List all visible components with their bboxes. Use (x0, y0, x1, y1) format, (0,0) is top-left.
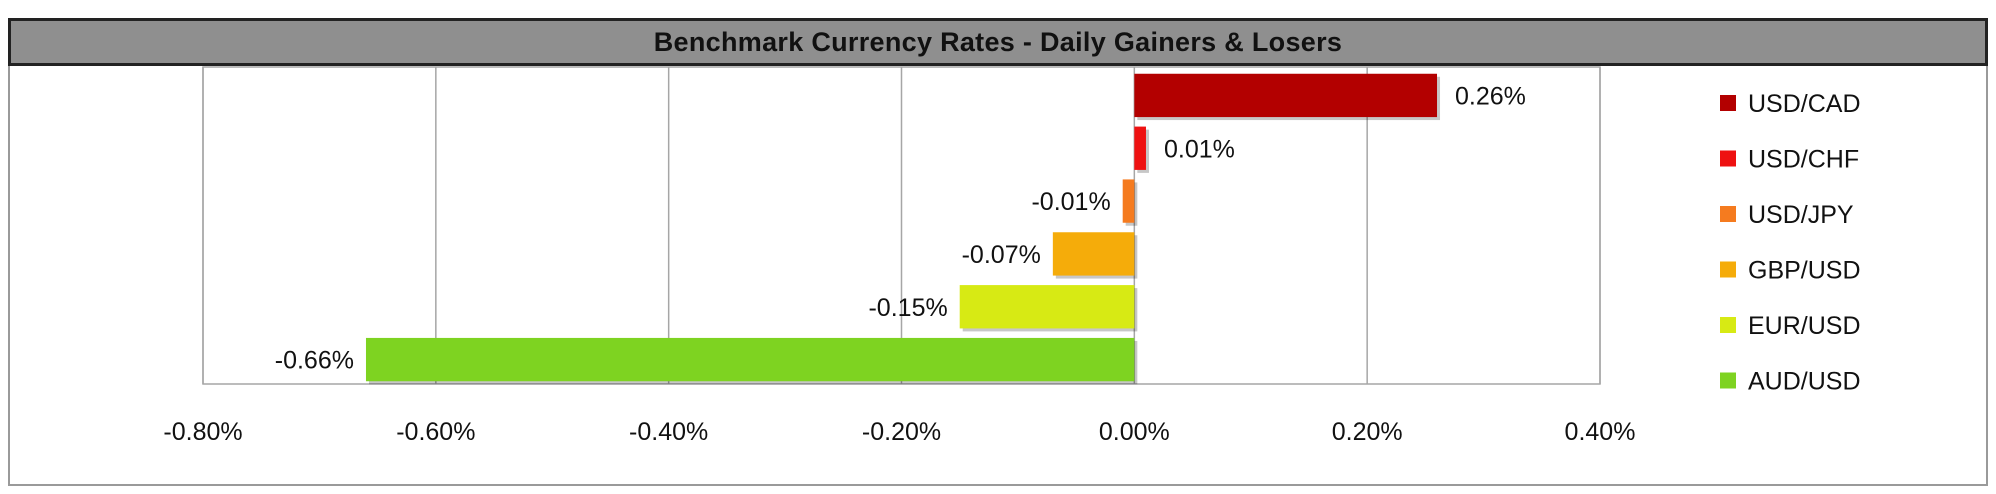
x-tick-label: 0.40% (1565, 418, 1636, 446)
x-tick-label: 0.20% (1332, 418, 1403, 446)
chart-frame: Benchmark Currency Rates - Daily Gainers… (8, 8, 1988, 486)
legend: USD/CAD USD/CHF USD/JPY GBP/USD EUR/USD AUD/U… (1720, 90, 1861, 396)
legend-label: USD/CAD (1748, 90, 1861, 118)
x-tick-label: -0.80% (163, 418, 242, 446)
data-label: -0.15% (868, 294, 947, 322)
legend-swatch (1720, 206, 1736, 222)
legend-swatch (1720, 261, 1736, 278)
x-tick-label: -0.20% (862, 418, 941, 446)
x-tick-label: -0.60% (396, 418, 475, 446)
x-axis-ticks: -0.80% -0.60% -0.40% -0.20% 0.00% 0.20% 0.40% (163, 418, 1635, 446)
legend-swatch (1720, 372, 1736, 389)
legend-label: USD/JPY (1748, 201, 1854, 229)
legend-label: GBP/USD (1748, 257, 1861, 285)
bar-usd-cad (1134, 73, 1438, 118)
data-label: -0.07% (962, 241, 1041, 269)
chart-border (8, 66, 1988, 486)
bar-usd-chf (1134, 126, 1146, 170)
bar-aud-usd (365, 337, 1135, 382)
bar-gbp-usd (1052, 232, 1135, 276)
legend-label: USD/CHF (1748, 146, 1859, 174)
bar-eur-usd (959, 285, 1135, 329)
x-tick-label: -0.40% (629, 418, 708, 446)
gridlines (202, 66, 1601, 385)
data-label: -0.01% (1031, 188, 1110, 216)
legend-swatch (1720, 150, 1736, 167)
data-label: -0.66% (275, 347, 354, 375)
legend-swatch (1720, 95, 1736, 111)
data-labels: 0.26% 0.01% -0.01% -0.07% -0.15% -0.66% (275, 82, 1526, 374)
chart-title: Benchmark Currency Rates - Daily Gainers… (653, 26, 1343, 57)
data-label: 0.01% (1164, 135, 1235, 163)
legend-label: AUD/USD (1748, 368, 1861, 396)
legend-label: EUR/USD (1748, 312, 1861, 340)
legend-swatch (1720, 317, 1736, 333)
x-tick-label: 0.00% (1099, 418, 1170, 446)
chart-title-bar: Benchmark Currency Rates - Daily Gainers… (8, 18, 1988, 66)
bars (365, 73, 1441, 385)
bar-usd-jpy (1122, 179, 1135, 223)
data-label: 0.26% (1455, 82, 1526, 110)
